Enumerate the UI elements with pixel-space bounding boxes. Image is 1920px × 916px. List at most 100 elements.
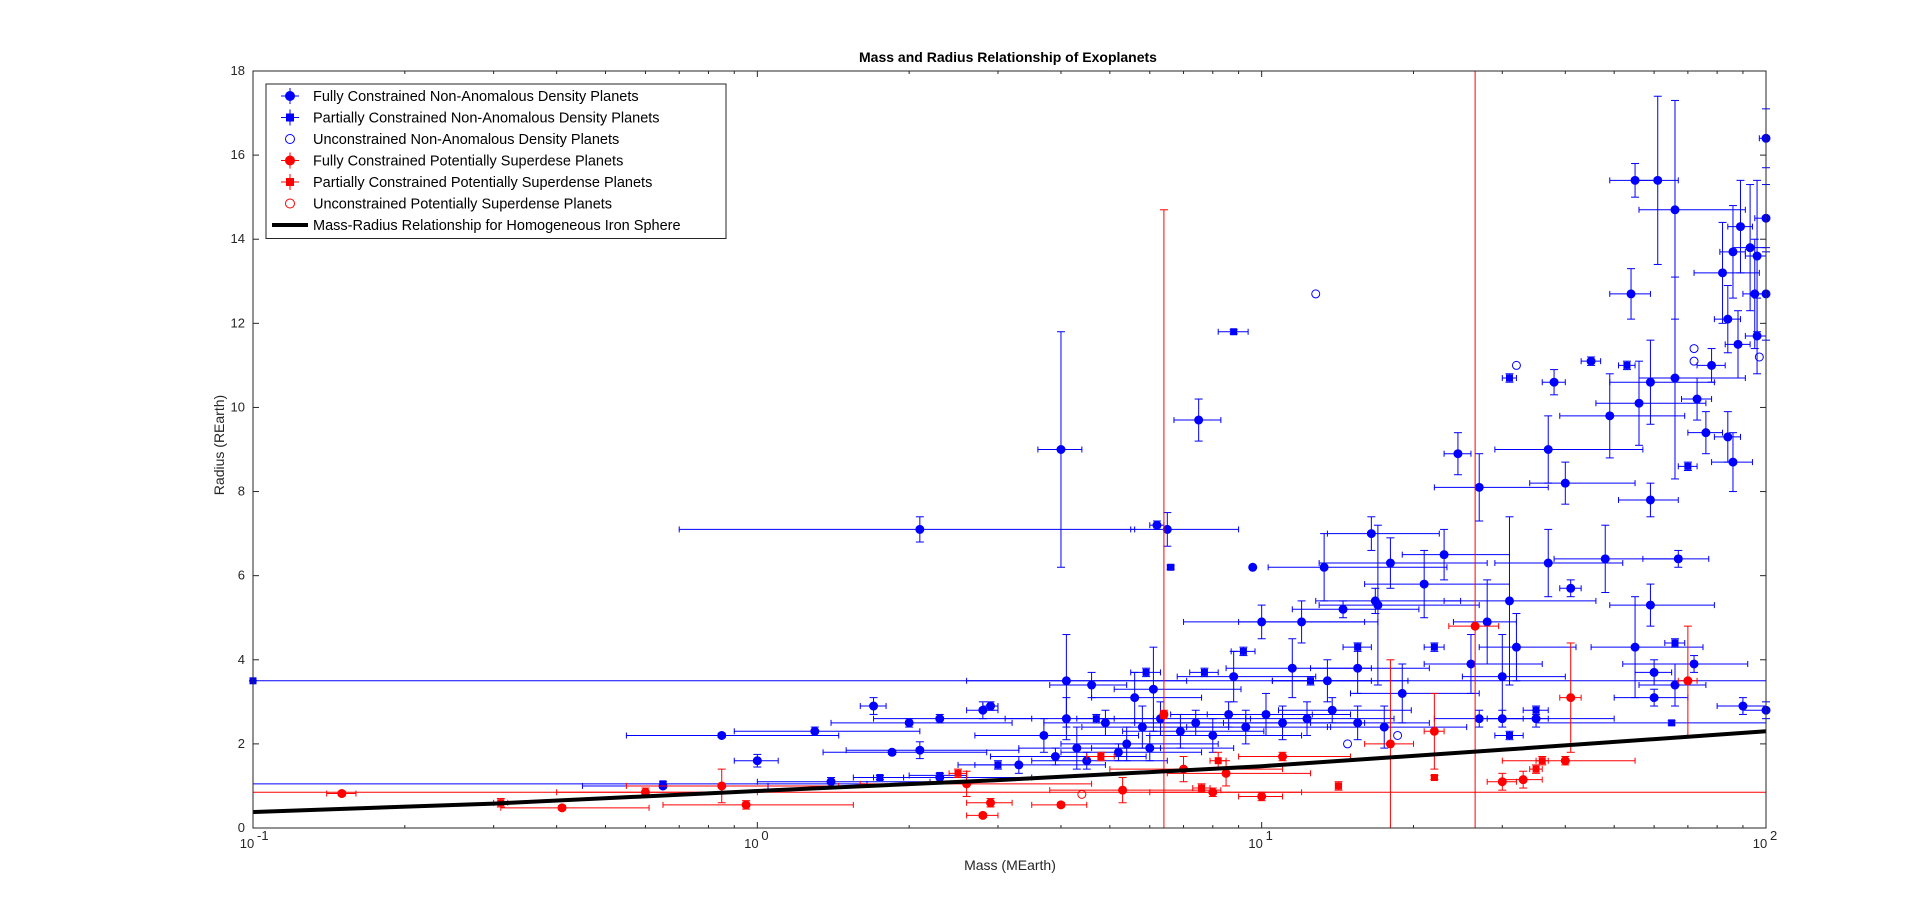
data-point-group [1318,524,1480,686]
data-point-group [1618,482,1679,518]
data-point [1645,600,1655,610]
data-point [717,730,727,740]
data-point [1689,344,1699,354]
data-point [1113,747,1123,757]
data-point [1208,730,1218,740]
data-point [717,781,727,791]
data-point-group [1326,516,1440,551]
data-point [1623,361,1631,369]
data-point [1214,757,1222,765]
x-tick-exponent: -1 [257,828,269,843]
data-point [1160,710,1168,718]
series [252,729,1767,814]
data-point [1278,718,1288,728]
data-point-group [1173,398,1222,442]
data-point [876,774,884,782]
data-point [1148,684,1158,694]
legend-marker [285,134,295,144]
data-point [1689,356,1699,366]
legend-label: Unconstrained Non-Anomalous Density Plan… [313,132,619,148]
data-point [1668,719,1676,727]
data-point-group [1086,751,1115,762]
data-point [826,777,836,787]
data-point [1257,617,1267,627]
legend-marker [285,91,295,101]
data-point [1429,726,1439,736]
data-point [1634,398,1644,408]
data-point-group [1217,328,1249,336]
plot-area [249,71,1771,828]
data-point-group [1149,718,1303,753]
data-point-group [1609,268,1651,320]
data-point [1670,205,1680,215]
data-point [1261,709,1271,719]
data-point-group [1529,764,1543,774]
data-point [1056,800,1066,810]
data-point [1453,449,1463,459]
data-point-group [1166,760,1312,787]
data-point [1379,722,1389,732]
data-point [1039,730,1049,740]
data-point [659,780,667,788]
data-point [1221,768,1231,778]
data-point [1474,482,1484,492]
y-tick-label: 16 [231,147,245,162]
y-tick-label: 10 [231,399,245,414]
data-point [1050,752,1060,762]
y-tick-label: 0 [238,820,245,835]
legend-box [265,83,727,239]
data-point [1723,432,1733,442]
data-point-group [1364,549,1510,619]
data-point [1077,789,1087,799]
data-point-group [1511,360,1521,370]
data-point-group [1318,537,1488,589]
data-point [1600,554,1610,564]
legend-label: Partially Constrained Non-Anomalous Dens… [313,111,660,127]
data-point [1056,445,1066,454]
data-point [1353,663,1363,673]
data-point-group [1689,344,1699,354]
series-line [252,729,1767,814]
data-point [1167,563,1175,571]
data-point-group [1443,516,1597,686]
data-point [1122,739,1132,749]
data-point-group [1423,692,1445,770]
data-point-group [966,810,999,820]
data-point [1302,714,1312,724]
data-point-group [625,768,840,804]
data-point [1649,693,1659,703]
data-point-group [1727,179,1753,274]
data-point [1649,667,1659,677]
legend-marker [286,113,294,122]
data-point [1683,676,1693,686]
data-point [986,701,996,711]
data-point-group [500,803,650,813]
data-point-group [1613,688,1689,707]
data-point [1092,715,1100,723]
data-point-group [678,516,1136,543]
data-point [1239,647,1247,655]
data-point-group [1687,411,1724,455]
data-point-group [830,718,1013,728]
data-point [1393,730,1403,740]
x-tick-exponent: 1 [1266,828,1273,843]
y-tick-label: 4 [238,652,245,667]
y-tick-label: 12 [231,315,245,330]
data-point [1162,524,1172,534]
data-point [1733,339,1743,349]
data-point-group [1189,667,1219,678]
data-point-group [1713,284,1741,354]
data-point-group [1311,289,1321,299]
data-point-group [1501,373,1517,383]
data-point-group [1711,432,1753,493]
series [493,709,1549,808]
data-point-group [1529,461,1636,505]
data-point [1505,374,1513,382]
data-point [1560,478,1570,488]
data-point [935,714,945,724]
data-point-group [1664,638,1686,648]
x-tick-label: 10 [1248,836,1262,851]
data-point-group [1230,646,1256,657]
data-point-group [1716,697,1766,715]
data-point [1549,377,1559,387]
